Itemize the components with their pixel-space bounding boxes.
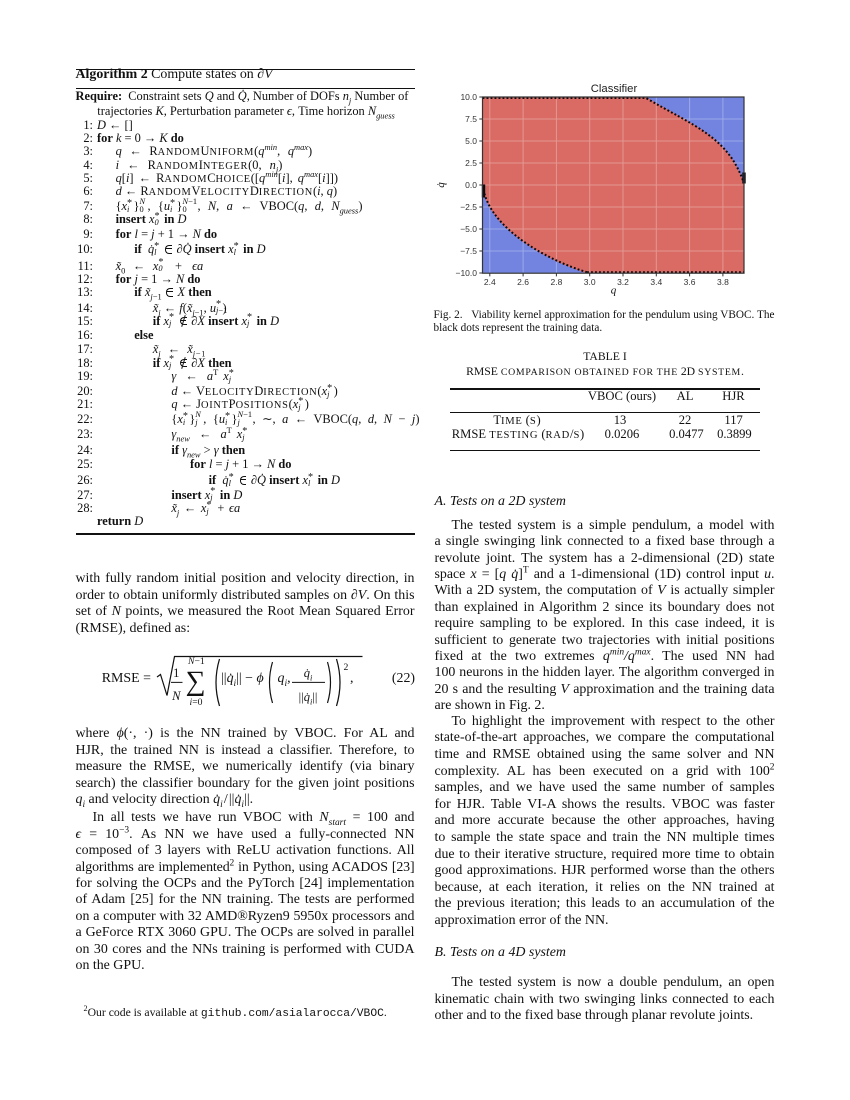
svg-text:−2.5: −2.5 bbox=[460, 202, 477, 212]
svg-text:2.6: 2.6 bbox=[517, 277, 529, 287]
svg-text:2.8: 2.8 bbox=[550, 277, 562, 287]
svg-text:q: q bbox=[611, 285, 617, 297]
svg-text:3.4: 3.4 bbox=[650, 277, 662, 287]
svg-text:Classifier: Classifier bbox=[591, 83, 638, 95]
svg-text:−10.0: −10.0 bbox=[455, 268, 477, 278]
svg-text:3.6: 3.6 bbox=[684, 277, 696, 287]
svg-text:5.0: 5.0 bbox=[465, 136, 477, 146]
svg-text:3.8: 3.8 bbox=[717, 277, 729, 287]
svg-text:2.5: 2.5 bbox=[465, 158, 477, 168]
svg-text:3.0: 3.0 bbox=[584, 277, 596, 287]
svg-text:7.5: 7.5 bbox=[465, 114, 477, 124]
svg-text:−5.0: −5.0 bbox=[460, 224, 477, 234]
svg-text:10.0: 10.0 bbox=[460, 92, 477, 102]
svg-text:2.4: 2.4 bbox=[484, 277, 496, 287]
svg-text:q̇: q̇ bbox=[435, 182, 447, 188]
svg-text:3.2: 3.2 bbox=[617, 277, 629, 287]
svg-text:−7.5: −7.5 bbox=[460, 246, 477, 256]
svg-text:0.0: 0.0 bbox=[465, 180, 477, 190]
